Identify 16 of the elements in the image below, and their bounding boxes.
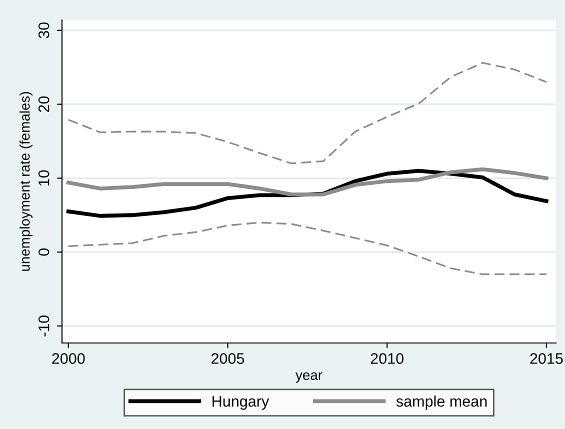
y-tick-label: 0: [38, 248, 50, 256]
legend-label: Hungary: [212, 396, 270, 410]
x-tick-label: 2000: [52, 353, 85, 364]
line-series: [66, 167, 548, 196]
y-tick-label: 20: [38, 96, 50, 112]
y-tick-label: 30: [38, 22, 50, 38]
y-tick-label: -10: [38, 316, 50, 336]
x-tick-label: 2015: [530, 353, 563, 364]
legend-label: sample mean: [396, 396, 487, 410]
y-axis-title: unemployment rate (females): [20, 92, 32, 271]
x-tick-label: 2010: [370, 353, 404, 364]
y-tick-label: 10: [38, 170, 50, 186]
x-axis-title: year: [296, 372, 322, 383]
line-series: [68, 222, 548, 276]
line-series: [68, 62, 548, 164]
x-tick-label: 2005: [212, 353, 244, 364]
